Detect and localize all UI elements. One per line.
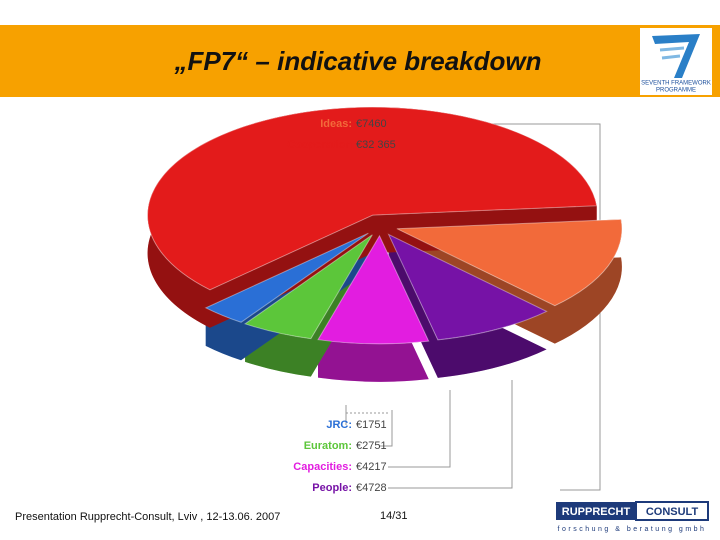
footer: Presentation Rupprecht-Consult, Lviv , 1… [15, 511, 280, 523]
legend-label: People: [312, 482, 352, 494]
slice-side [317, 235, 429, 382]
slice [204, 232, 369, 323]
slice [396, 218, 623, 307]
fp7-logo-text: SEVENTH FRAMEWORK [641, 81, 711, 87]
chart-title: „FP7“ – indicative breakdown [174, 46, 542, 76]
legend-label: Ideas: [320, 118, 352, 130]
labels: Ideas: €7460 Cooperation €32 365 JRC: €1751 Eu… [287, 118, 396, 494]
legend-label: Euratom: [304, 440, 352, 452]
title-bar [0, 25, 720, 97]
value-label: €32 365 [356, 139, 396, 151]
rc-logo-text: forschung & beratung gmbh [558, 526, 707, 533]
slice [243, 234, 373, 340]
value-label: €2751 [356, 440, 387, 452]
value-label: €4217 [356, 461, 387, 473]
slice-shade [147, 107, 597, 328]
value-label: €1751 [356, 419, 387, 431]
rc-logo-text: CONSULT [646, 506, 699, 518]
legend-label: Cooperation [287, 139, 352, 151]
slice [387, 233, 548, 341]
fp7-logo-mark [652, 34, 700, 78]
legend-label: Capacities: [293, 461, 352, 473]
slice-side [147, 107, 597, 328]
rc-logo [556, 502, 636, 520]
slice [317, 234, 430, 345]
rc-logo [635, 501, 709, 521]
slice-shade [317, 235, 429, 382]
slice [147, 106, 598, 291]
pie [147, 106, 623, 382]
legend-label: JRC: [326, 419, 352, 431]
fp7-logo-text: PROGRAMME [656, 88, 696, 94]
value-label: €4728 [356, 482, 387, 494]
value-label: €7460 [356, 118, 387, 130]
fp7-logo-mark [659, 46, 685, 60]
page-number: 14/31 [380, 510, 408, 522]
rc-logo-text: RUPPRECHT [562, 506, 631, 518]
